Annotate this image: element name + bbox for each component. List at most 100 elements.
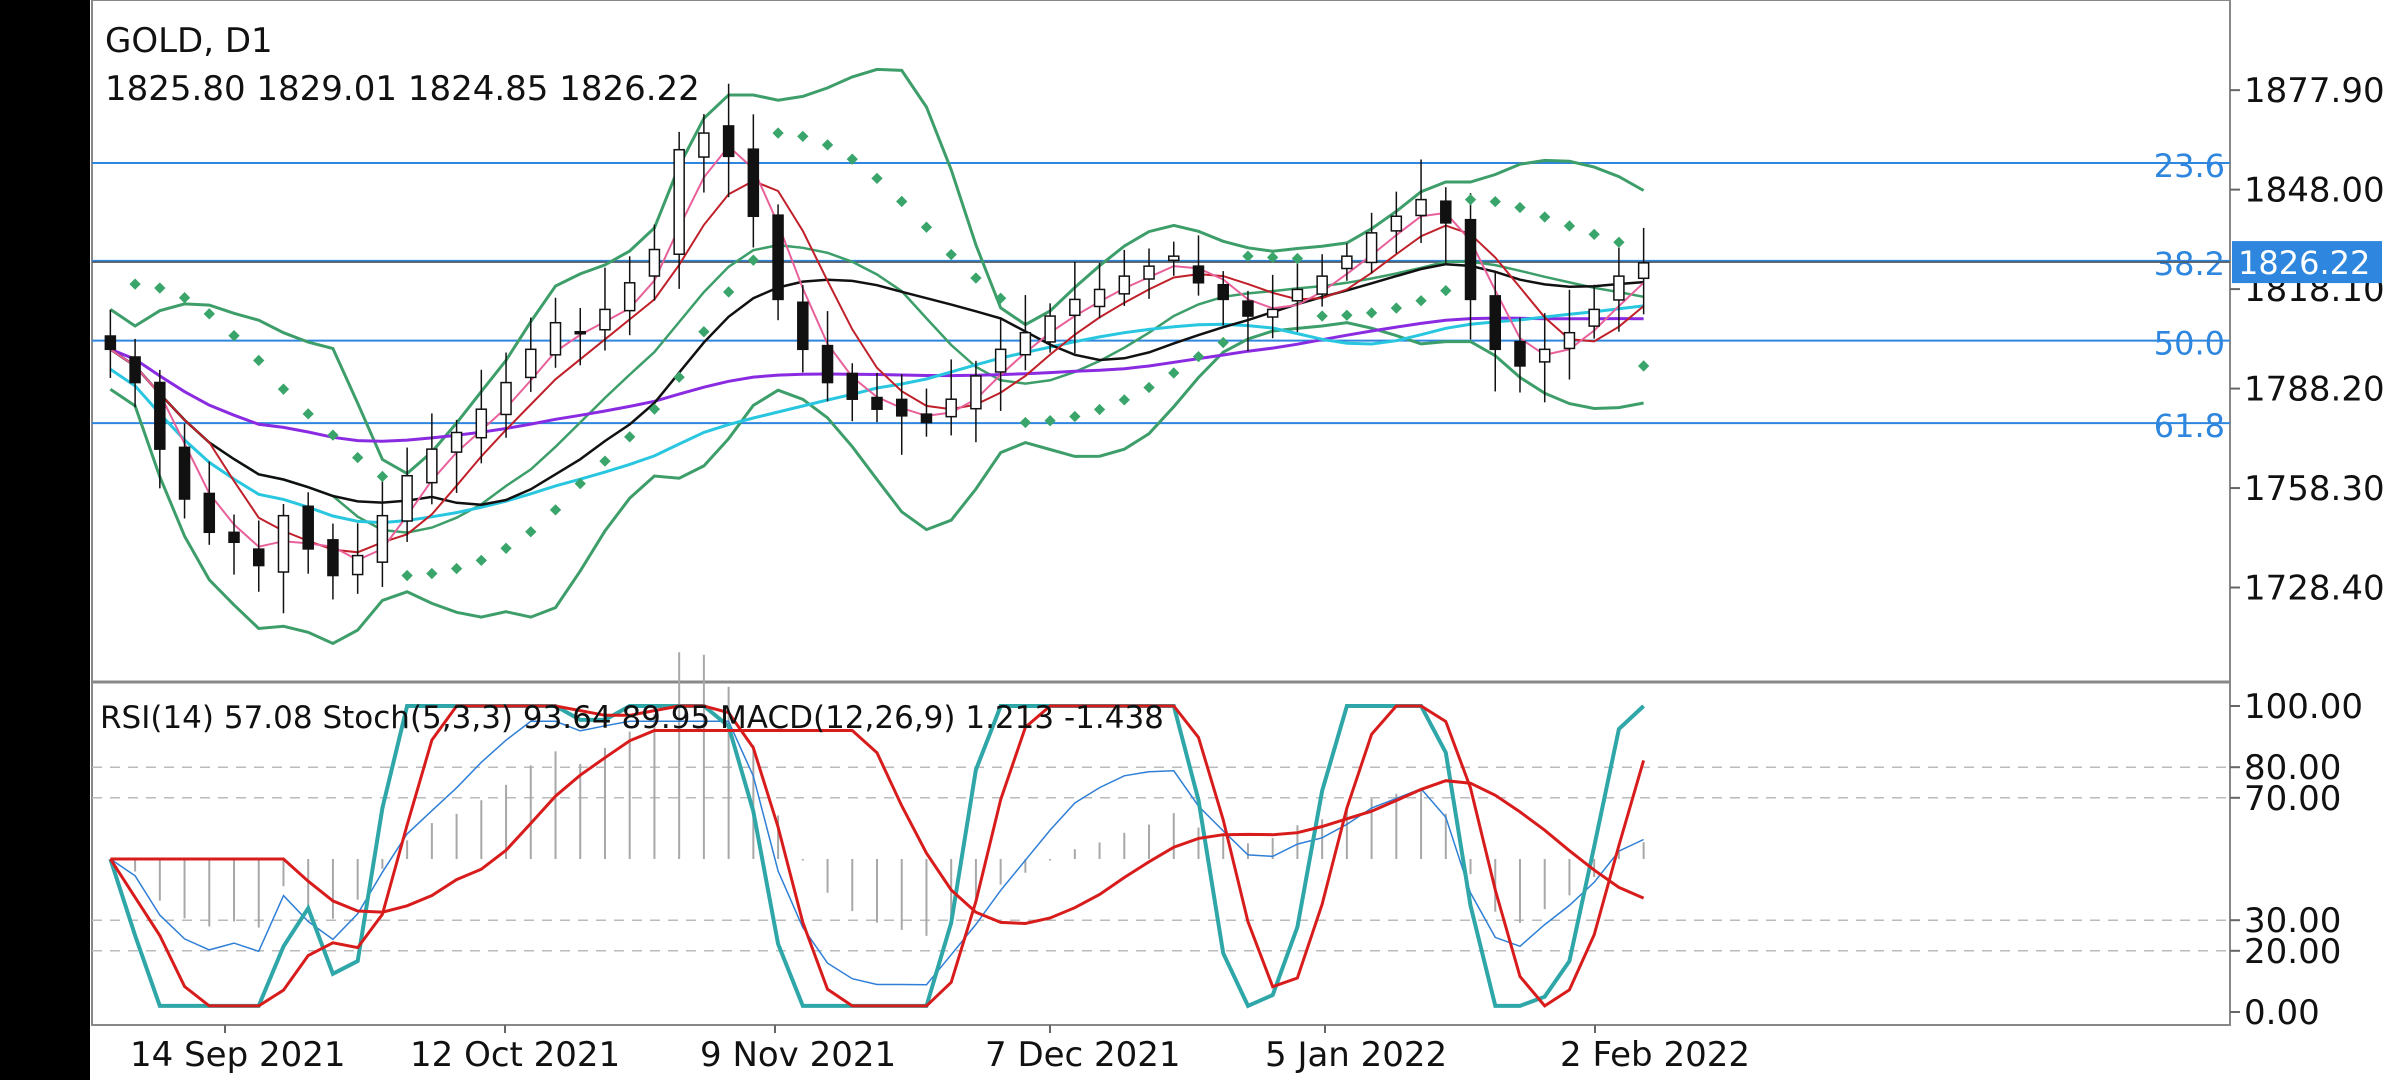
sar-dot <box>1365 307 1378 319</box>
candle-body <box>1019 331 1032 356</box>
candle-body <box>747 148 760 217</box>
x-tick-label: 12 Oct 2021 <box>410 1035 620 1075</box>
price-y-tick-label: 1758.30 <box>2244 469 2385 509</box>
candle-body <box>871 396 883 410</box>
candle-body <box>698 132 710 158</box>
bollinger-upper <box>109 67 1645 476</box>
candle-body <box>277 514 290 573</box>
candle-body <box>1365 232 1378 264</box>
symbol-label: GOLD, D1 <box>105 21 273 61</box>
candle-body <box>525 348 537 379</box>
left-black-bar <box>0 0 90 1080</box>
osc-y-tick-label: 80.00 <box>2244 748 2341 788</box>
sar-dot <box>1415 295 1427 307</box>
candle-body <box>450 431 463 453</box>
sar-dot <box>277 383 290 395</box>
sar-dot <box>1341 309 1353 321</box>
sar-dot <box>1613 236 1625 248</box>
candle-body <box>252 548 265 567</box>
osc-y-tick-label: 20.00 <box>2244 932 2341 972</box>
candle-body <box>1415 198 1427 217</box>
candle-body <box>1242 300 1254 317</box>
sar-dot <box>352 451 364 464</box>
candle-body <box>1266 308 1279 318</box>
fib-level-label: 50.0 <box>2154 325 2225 363</box>
sar-dot <box>1019 416 1032 429</box>
sar-dot <box>154 282 166 294</box>
sar-dot <box>574 477 586 490</box>
candle-body <box>1588 308 1600 327</box>
last-price-badge: 1826.22 <box>2232 241 2382 284</box>
ma-black-line <box>109 262 1644 506</box>
bollinger-lower <box>109 321 1644 646</box>
sar-dot <box>747 254 760 266</box>
sar-dot <box>1563 220 1576 232</box>
sar-dot <box>1118 394 1130 406</box>
sar-dot <box>698 326 710 338</box>
osc-y-tick-label: 100.00 <box>2244 687 2363 727</box>
candle-body <box>1118 275 1131 295</box>
candle-body <box>846 372 859 400</box>
candle-body <box>1217 283 1229 301</box>
sar-dot <box>549 504 562 516</box>
candle-body <box>1316 275 1328 295</box>
candle-body <box>772 214 784 301</box>
sar-dot <box>1464 193 1477 206</box>
oscillator-series <box>108 652 1646 1009</box>
candle-body <box>623 282 636 312</box>
osc-y-tick-label: 0.00 <box>2244 993 2320 1033</box>
x-tick-label: 2 Feb 2022 <box>1560 1035 1750 1075</box>
fib-level-label: 38.2 <box>2154 245 2225 283</box>
sar-dot <box>920 221 933 233</box>
sar-dot <box>203 308 215 320</box>
candle-body <box>945 398 957 418</box>
sar-dot <box>302 408 314 420</box>
candle-body <box>1464 218 1477 301</box>
candle-body <box>1489 295 1502 351</box>
parabolic-sar <box>129 127 1650 582</box>
sar-dot <box>1192 350 1205 363</box>
sar-dot <box>994 292 1007 304</box>
sar-dot <box>129 278 141 290</box>
sar-dot <box>178 292 191 304</box>
candle-body <box>673 148 685 255</box>
candle-body <box>1341 255 1353 270</box>
sar-dot <box>722 286 735 298</box>
sar-dot <box>1514 201 1526 214</box>
sar-dot <box>797 130 809 143</box>
candle-body <box>1044 315 1056 343</box>
sar-dot <box>500 542 512 554</box>
sar-dot <box>1044 415 1056 427</box>
sar-dot <box>648 403 661 415</box>
candle-body <box>426 448 438 484</box>
axes: 1877.901848.001818.101788.201758.301728.… <box>130 71 2385 1075</box>
candlesticks <box>104 83 1650 614</box>
fib-level-label: 61.8 <box>2154 407 2225 445</box>
fib-level-label: 23.6 <box>2154 147 2225 185</box>
candle-body <box>203 492 216 534</box>
candle-body <box>920 413 933 424</box>
candle-body <box>574 330 586 335</box>
candle-body <box>1613 275 1625 301</box>
sar-dot <box>871 172 883 185</box>
candle-body <box>994 348 1007 373</box>
sar-dot <box>475 554 487 567</box>
last-price-text: 1826.22 <box>2238 244 2370 282</box>
price-y-tick-label: 1728.40 <box>2244 569 2385 609</box>
chart-border <box>91 0 2231 1026</box>
candle-body <box>1069 298 1081 317</box>
candle-body <box>178 446 191 500</box>
sar-dot <box>1489 195 1501 208</box>
sar-dot <box>1390 302 1402 314</box>
x-tick-label: 7 Dec 2021 <box>985 1035 1181 1075</box>
price-y-tick-label: 1788.20 <box>2244 370 2385 410</box>
sar-dot <box>1217 336 1229 349</box>
sar-dot <box>327 429 339 441</box>
ohlc-label: 1825.80 1829.01 1824.85 1826.22 <box>105 69 700 109</box>
sar-dot <box>525 526 537 538</box>
candle-body <box>1563 331 1576 350</box>
candle-body <box>1637 262 1650 280</box>
sar-dot <box>1093 403 1106 416</box>
ma-red-line <box>109 179 1645 554</box>
